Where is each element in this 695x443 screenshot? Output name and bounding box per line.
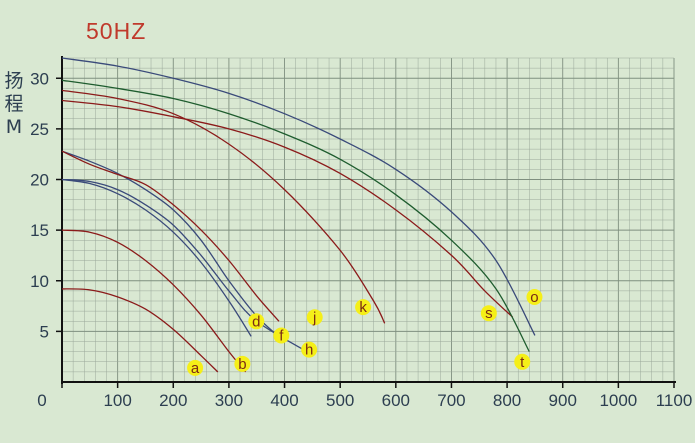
x-tick-label: 700 xyxy=(437,391,465,410)
curve-label-badge-a xyxy=(187,359,204,376)
curve-label-f: f xyxy=(279,327,284,344)
curve-d xyxy=(61,178,252,337)
curve-label-j: j xyxy=(312,309,316,326)
curve-label-badge-b xyxy=(234,355,251,372)
y-tick-label: 5 xyxy=(40,322,49,341)
curve-labels: a b d f hj k s t o xyxy=(187,289,543,377)
x-tick-label: 200 xyxy=(159,391,187,410)
curve-f xyxy=(61,150,285,342)
curve-label-a: a xyxy=(191,360,200,377)
curve-k xyxy=(61,89,386,324)
y-tick-label: 20 xyxy=(30,171,49,190)
y-tick-label: 15 xyxy=(30,221,49,240)
grid xyxy=(61,57,675,383)
curve-label-b: b xyxy=(238,356,246,373)
x-tick-label: 0 xyxy=(37,391,46,410)
curve-b xyxy=(61,229,247,373)
x-tick-label: 600 xyxy=(382,391,410,410)
curve-label-badge-h xyxy=(301,341,318,358)
curve-h xyxy=(61,178,308,353)
curves xyxy=(61,57,536,373)
y-tick-label: 30 xyxy=(30,69,49,88)
curve-label-badge-s xyxy=(480,305,497,322)
x-tick-label: 500 xyxy=(326,391,354,410)
curve-o xyxy=(61,57,536,336)
x-tick-label: 1100 xyxy=(656,391,693,410)
curve-label-d: d xyxy=(252,313,260,330)
curve-label-o: o xyxy=(530,289,538,306)
curve-j xyxy=(61,150,280,322)
x-tick-label: 300 xyxy=(215,391,243,410)
axes: 0 100 200 300 400 500 600 700 800 900 1000 1100 5 10 1… xyxy=(30,56,692,410)
curve-label-badge-t xyxy=(514,353,531,370)
x-tick-label: 900 xyxy=(549,391,577,410)
curve-label-h: h xyxy=(305,342,313,359)
curve-t xyxy=(61,79,530,352)
chart-title: 50HZ xyxy=(86,18,147,44)
curve-label-badge-j xyxy=(306,309,323,326)
curve-label-badge-d xyxy=(248,313,265,330)
y-tick-label: 10 xyxy=(30,272,49,291)
curve-label-badge-f xyxy=(273,327,290,344)
x-tick-label: 1000 xyxy=(599,391,637,410)
curve-a xyxy=(61,288,219,373)
curve-s xyxy=(61,99,514,318)
curve-label-badge-k xyxy=(355,299,372,316)
y-tick-label: 25 xyxy=(30,120,49,139)
y-axis-label: 扬程M xyxy=(4,70,24,138)
x-tick-label: 800 xyxy=(493,391,521,410)
x-tick-label: 400 xyxy=(270,391,298,410)
curve-label-s: s xyxy=(485,305,493,322)
curve-label-t: t xyxy=(520,354,525,371)
x-tick-label: 100 xyxy=(103,391,131,410)
curve-label-badge-o xyxy=(526,289,543,305)
curve-label-k: k xyxy=(359,299,367,316)
